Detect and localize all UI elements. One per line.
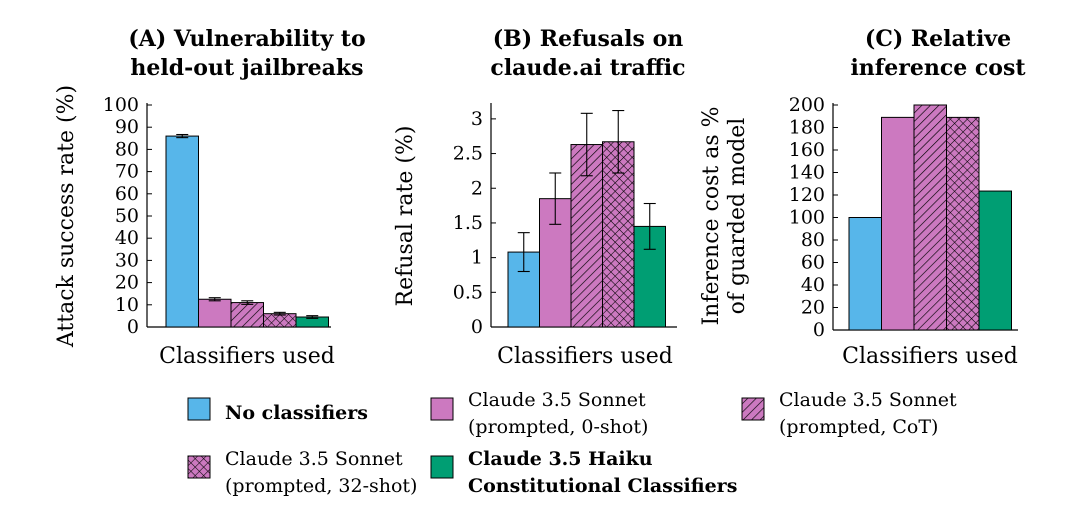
chart-title-line: inference cost: [850, 55, 1026, 81]
y-axis-label: Refusal rate (%): [393, 126, 418, 307]
chart-panel-2: (B) Refusals on claude.ai traffic 0 0.5 1 1.5…: [393, 26, 686, 369]
legend-swatch: [187, 455, 211, 479]
error-bar-cot: [241, 300, 254, 305]
bar-none: [165, 135, 199, 328]
x-axis-label: Classifiers used: [159, 344, 335, 369]
y-tick-label: 80: [801, 229, 825, 251]
y-tick-label: 40: [115, 227, 139, 249]
y-tick-label: 20: [801, 297, 825, 319]
x-axis-label: Classifiers used: [842, 344, 1018, 369]
x-axis-label: Classifiers used: [497, 344, 673, 369]
error-bar-zero: [549, 172, 562, 225]
y-tick-label: 70: [115, 161, 139, 183]
legend-label: No classifiers: [225, 402, 368, 424]
bar-shot32: [263, 313, 297, 328]
y-tick-label: 0: [471, 316, 483, 338]
y-tick-label: 180: [789, 117, 825, 139]
legend: No classifiers Claude 3.5 Sonnet (prompted…: [187, 389, 957, 497]
legend-item-shot32: Claude 3.5 Sonnet (prompted, 32-shot): [187, 448, 417, 497]
y-tick-label: 80: [115, 138, 139, 160]
y-tick-label: 3: [471, 108, 483, 130]
y-tick-label: 30: [115, 249, 139, 271]
bar-shot32: [946, 116, 980, 331]
legend-label: Claude 3.5 Haiku: [468, 448, 653, 470]
legend-item-zero: Claude 3.5 Sonnet (prompted, 0-shot): [430, 389, 648, 438]
y-tick-label: 60: [801, 252, 825, 274]
chart-title-line: claude.ai traffic: [490, 55, 685, 81]
y-tick-label: 100: [789, 207, 825, 229]
y-tick-label: 90: [115, 116, 139, 138]
legend-label: (prompted, 0-shot): [468, 416, 648, 438]
bar-cot: [913, 104, 947, 331]
legend-swatch: [430, 397, 454, 421]
legend-item-haiku: Claude 3.5 Haiku Constitutional Classifie…: [430, 448, 737, 497]
error-bar-shot32: [612, 110, 625, 174]
bar-haiku: [978, 190, 1012, 331]
y-axis-label: of guarded model: [725, 118, 750, 315]
legend-label: (prompted, 32-shot): [225, 475, 417, 497]
chart-panel-1: (A) Vulnerability to held-out jailbreaks 0…: [54, 26, 366, 369]
legend-item-cot: Claude 3.5 Sonnet (prompted, CoT): [741, 389, 957, 438]
y-tick-label: 100: [103, 94, 139, 116]
legend-item-none: No classifiers: [187, 397, 368, 424]
y-tick-label: 20: [115, 272, 139, 294]
error-bar-haiku: [306, 315, 319, 319]
y-tick-label: 2: [471, 177, 483, 199]
y-axis-label: Attack success rate (%): [54, 85, 79, 348]
legend-label: Claude 3.5 Sonnet: [779, 389, 957, 411]
y-axis-label: Inference cost as %: [699, 106, 724, 325]
error-bar-shot32: [273, 311, 286, 316]
error-bar-none: [176, 133, 189, 139]
y-tick-label: 40: [801, 274, 825, 296]
legend-swatch: [741, 397, 765, 421]
chart-title-line: (B) Refusals on: [493, 26, 684, 52]
bar-zero: [881, 116, 915, 331]
bar-none: [848, 217, 882, 331]
y-tick-label: 120: [789, 184, 825, 206]
y-tick-label: 140: [789, 162, 825, 184]
chart-title-line: (A) Vulnerability to: [128, 26, 365, 52]
legend-swatch: [187, 397, 211, 421]
bar-zero: [198, 298, 232, 328]
y-tick-label: 0.5: [453, 281, 483, 303]
y-tick-label: 1: [471, 247, 483, 269]
error-bar-zero: [208, 297, 221, 302]
bar-cot: [230, 302, 264, 328]
y-tick-label: 50: [115, 205, 139, 227]
y-tick-label: 1.5: [453, 212, 483, 234]
charts-layer: (A) Vulnerability to held-out jailbreaks 0…: [54, 26, 1026, 369]
y-tick-label: 200: [789, 94, 825, 116]
y-tick-label: 0: [127, 316, 139, 338]
legend-label: Claude 3.5 Sonnet: [225, 448, 403, 470]
legend-label: Constitutional Classifiers: [468, 475, 737, 497]
chart-title-line: held-out jailbreaks: [130, 55, 363, 81]
legend-swatch: [430, 455, 454, 479]
y-tick-label: 60: [115, 183, 139, 205]
legend-label: Claude 3.5 Sonnet: [468, 389, 646, 411]
chart-panel-3: (C) Relative inference cost 02040608010012…: [699, 26, 1026, 369]
error-bar-cot: [580, 112, 593, 177]
y-tick-label: 0: [813, 319, 825, 341]
y-tick-label: 2.5: [453, 143, 483, 165]
legend-label: (prompted, CoT): [779, 416, 938, 438]
y-tick-label: 160: [789, 139, 825, 161]
chart-title-line: (C) Relative: [865, 26, 1011, 52]
error-bar-haiku: [643, 202, 656, 250]
y-tick-label: 10: [115, 294, 139, 316]
error-bar-none: [517, 232, 530, 273]
